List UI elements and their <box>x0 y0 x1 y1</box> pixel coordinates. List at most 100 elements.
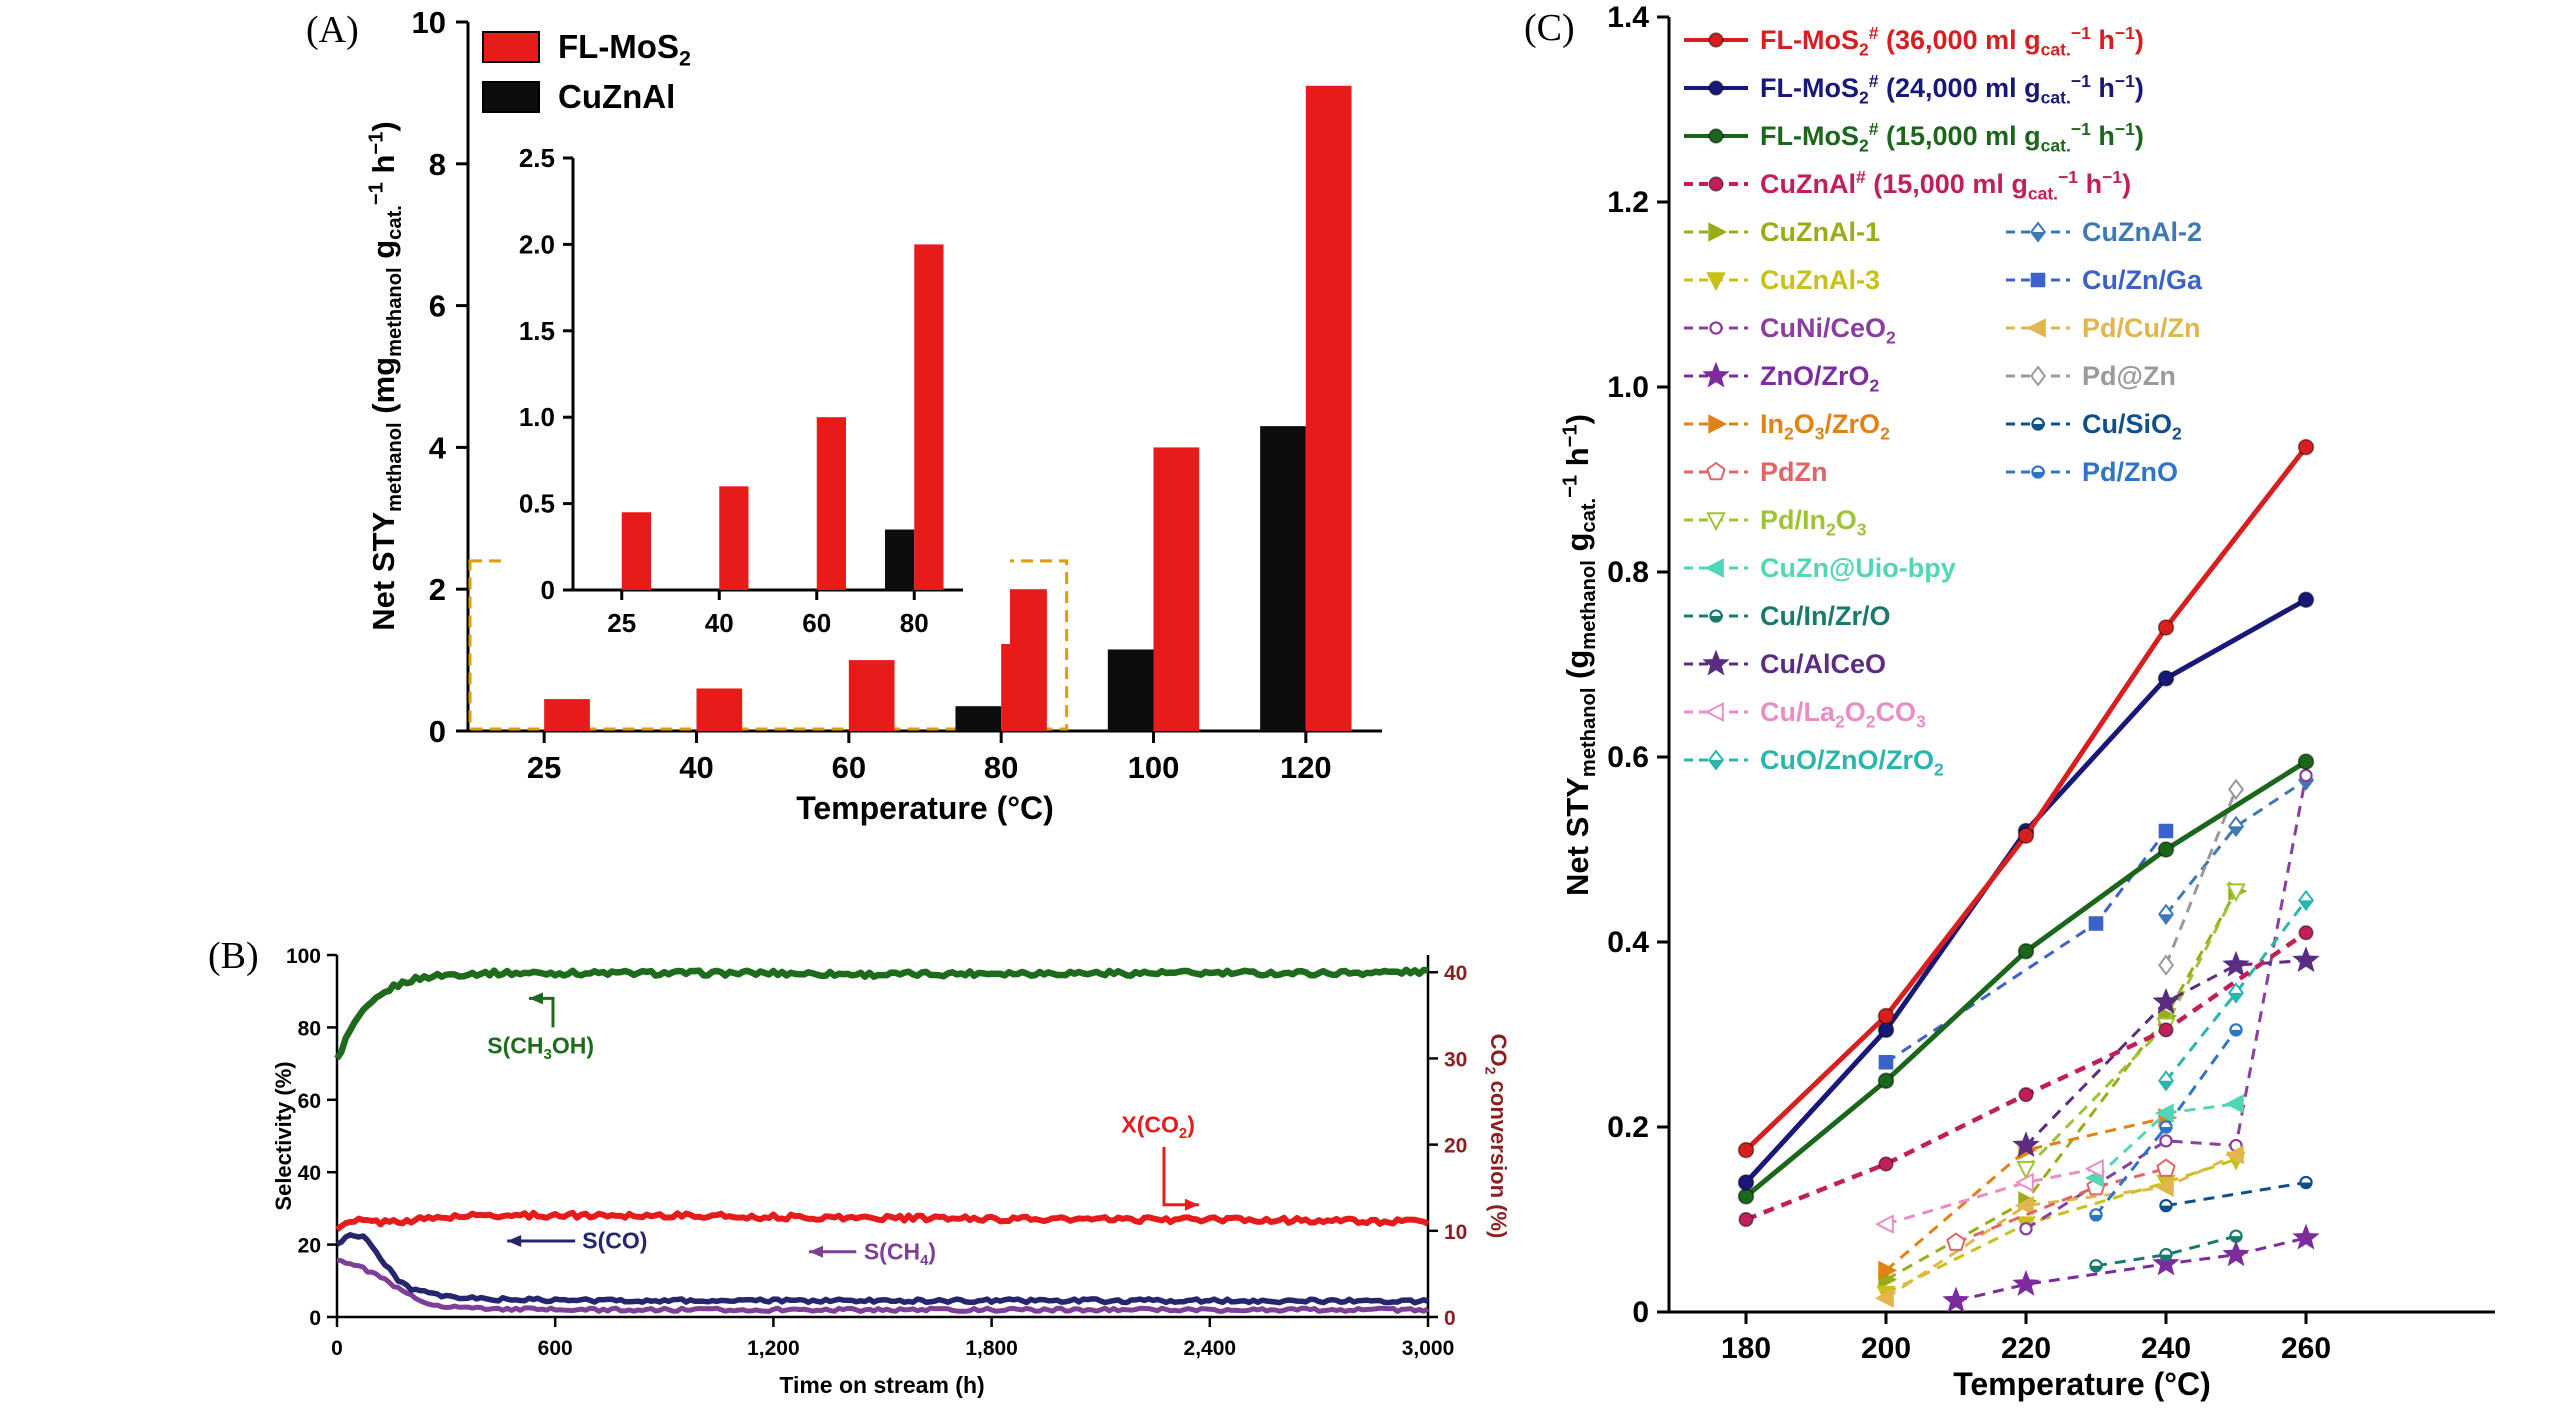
annotation-S(CH3OH): S(CH3OH) <box>487 1032 594 1063</box>
legend-label: CuZnAl-2 <box>2082 216 2202 247</box>
legend-item-FL-MoS2: FL-MoS2 <box>482 28 691 69</box>
legend-row: CuZn@Uio-bpy <box>1681 552 2202 584</box>
legend-item-Cu/AlCeO: Cu/AlCeO <box>1681 648 1886 680</box>
legend-sample <box>1684 321 1748 335</box>
legend-label: CuO/ZnO/ZrO2 <box>1760 744 1944 780</box>
tick-label: 6 <box>429 289 446 324</box>
tick-label: 240 <box>2141 1332 2191 1365</box>
legend-item-Pd/Cu/Zn: Pd/Cu/Zn <box>2003 312 2200 344</box>
legend-sample <box>2006 365 2070 387</box>
legend-label: Cu/SiO2 <box>2082 408 2182 444</box>
series-PdZn <box>1946 1158 2176 1251</box>
legend-sample <box>2006 272 2070 288</box>
legend-row: Pd/In2O3 <box>1681 504 2202 538</box>
legend-item-Pd@Zn: Pd@Zn <box>2003 360 2176 392</box>
series-FL-MoS2-15000 <box>1737 753 2315 1205</box>
legend-row: CuNi/CeO2 Pd/Cu/Zn <box>1681 312 2202 346</box>
legend-item-CuZnAl-3: CuZnAl-3 <box>1681 264 2003 296</box>
series-S(CO) <box>335 1232 1429 1306</box>
legend-row: FL-MoS2# (24,000 ml gcat.−1 h−1) <box>1681 70 2202 108</box>
legend-row: Cu/AlCeO <box>1681 648 2202 680</box>
panel-b-label: (B) <box>208 935 259 977</box>
legend-sample <box>2006 221 2070 243</box>
tick-label: 80 <box>900 608 929 638</box>
legend-item-PdZn: PdZn <box>1681 456 2003 488</box>
series-Pd/In2O3 <box>2016 883 2246 1180</box>
legend-sample <box>1684 222 1748 242</box>
legend-item-Cu/SiO2: Cu/SiO2 <box>2003 408 2182 444</box>
panel-b-y2label: CO2 conversion (%) <box>1481 1033 1511 1239</box>
legend-label: CuZnAl-1 <box>1760 216 1880 247</box>
legend-sample <box>1684 176 1748 192</box>
legend-sample <box>1684 609 1748 623</box>
tick-label: 40 <box>679 750 713 785</box>
series-Pd/Cu/Zn <box>1874 1145 2244 1308</box>
tick-label: 60 <box>298 1090 321 1113</box>
legend-sample <box>1684 361 1748 388</box>
tick-label: 180 <box>1721 1332 1771 1365</box>
tick-label: 0 <box>1444 1307 1456 1330</box>
tick-label: 120 <box>1280 750 1332 785</box>
bar-cuznal <box>1260 426 1306 731</box>
tick-label: 20 <box>298 1235 321 1258</box>
tick-label: 25 <box>527 750 561 785</box>
legend-sample <box>2006 318 2070 338</box>
axes <box>456 20 1382 743</box>
tick-label: 220 <box>2001 1332 2051 1365</box>
tick-label: 80 <box>984 750 1018 785</box>
legend-item-Pd/In2O3: Pd/In2O3 <box>1681 504 1867 538</box>
panel-c-chart: 0 0.2 0.4 0.6 0.8 1.0 1.2 1.4 180 200 220 240 260 <box>1607 1 2495 1365</box>
legend-label: Cu/Zn/Ga <box>2082 264 2202 295</box>
legend-row: CuZnAl-1 CuZnAl-2 <box>1681 216 2202 248</box>
panel-c-xlabel: Temperature (°C) <box>1953 1366 2211 1402</box>
tick-label: 1.5 <box>519 316 555 346</box>
bar-flmos2 <box>1305 85 1352 731</box>
tick-label: 20 <box>1444 1135 1467 1158</box>
legend-item-CuNi/CeO2: CuNi/CeO2 <box>1681 312 2003 346</box>
series-CuZnAl-1 <box>1878 881 2248 1290</box>
legend-row: CuZnAl# (15,000 ml gcat.−1 h−1) <box>1681 168 2202 202</box>
series-FL-MoS2-36000 <box>1737 438 2315 1159</box>
legend-item-Cu/La2O2CO3: Cu/La2O2CO3 <box>1681 696 1926 730</box>
legend-item-CuZnAl-15000: CuZnAl# (15,000 ml gcat.−1 h−1) <box>1681 168 2131 202</box>
axes <box>327 953 1438 1327</box>
tick-label: 0 <box>429 714 446 749</box>
legend-label: FL-MoS2# (24,000 ml gcat.−1 h−1) <box>1760 70 2144 108</box>
axes <box>1657 15 2495 1324</box>
bar-flmos2 <box>696 688 743 731</box>
tick-label: 0 <box>1632 1296 1649 1329</box>
panel-a: (A) 0 2 4 6 8 10 25 40 60 80 100 120 0 0.5 1.0 1.5 2.0 2.… <box>300 0 1400 880</box>
tick-label: 260 <box>2281 1332 2331 1365</box>
tick-label: 0.2 <box>1607 1111 1649 1144</box>
legend-row: PdZn Pd/ZnO <box>1681 456 2202 488</box>
panel-b-chart: 0 20 40 60 80 100 0 10 20 30 40 0 600 1,200 1,800 2,400… <box>286 945 1467 1360</box>
tick-label: 0 <box>309 1307 321 1330</box>
legend-row: CuZnAl-3 Cu/Zn/Ga <box>1681 264 2202 296</box>
tick-label: 600 <box>538 1337 573 1360</box>
panel-a-ylabel: Net STYmethanol (mgmethanol gcat.−1 h−1) <box>365 121 407 631</box>
tick-label: 2.5 <box>519 143 555 173</box>
legend-sample <box>1684 461 1748 481</box>
bar-flmos2 <box>848 660 895 731</box>
tick-label: 1.0 <box>519 402 555 432</box>
panel-b-xlabel: Time on stream (h) <box>779 1372 985 1398</box>
bar-cuznal <box>955 706 1002 731</box>
legend-label: Pd@Zn <box>2082 360 2176 391</box>
tick-label: 100 <box>1128 750 1180 785</box>
annotation-arrow <box>1162 1146 1199 1207</box>
legend-row: CuO/ZnO/ZrO2 <box>1681 744 2202 780</box>
legend-label: CuZnAl-3 <box>1760 264 1880 295</box>
legend-item-ZnO/ZrO2: ZnO/ZrO2 <box>1681 360 2003 394</box>
annotation-X(CO2): X(CO2) <box>1121 1111 1195 1143</box>
legend-sample <box>1684 80 1748 96</box>
legend-sample <box>1684 128 1748 144</box>
bar-flmos2 <box>544 699 590 731</box>
legend-label: Cu/AlCeO <box>1760 648 1887 679</box>
legend-label: CuZnAl <box>558 78 676 115</box>
panel-c-label: (C) <box>1524 7 1575 49</box>
tick-label: 2 <box>429 572 446 607</box>
series-Cu/AlCeO <box>2012 946 2320 1158</box>
legend-label: FL-MoS2# (15,000 ml gcat.−1 h−1) <box>1760 118 2144 156</box>
legend-item-FL-MoS2-36000: FL-MoS2# (36,000 ml gcat.−1 h−1) <box>1681 24 2144 58</box>
legend-sample <box>1684 749 1748 771</box>
